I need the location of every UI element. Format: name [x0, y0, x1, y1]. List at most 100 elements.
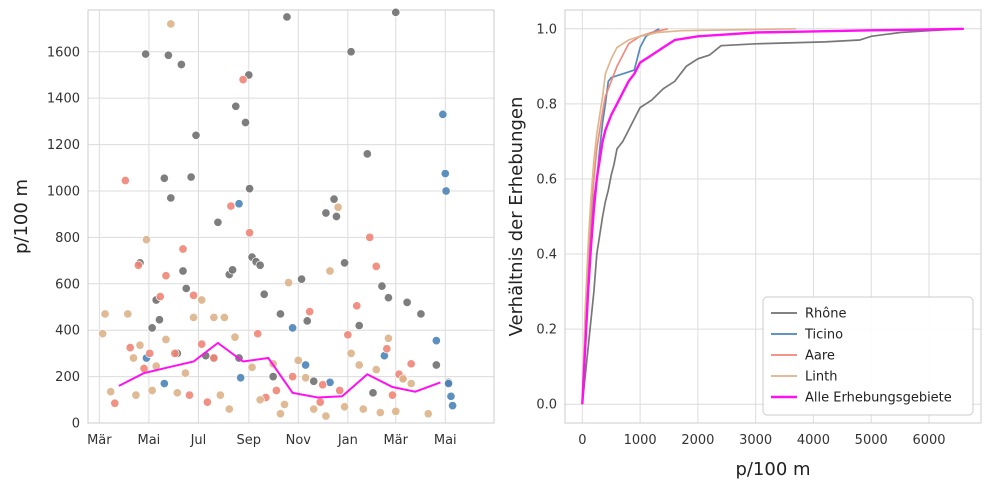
data-point-ticino [438, 109, 448, 119]
data-point-linth [333, 202, 343, 212]
y-tick-label: 0.4 [536, 248, 557, 263]
data-point-rhone [259, 289, 269, 299]
data-point-linth [128, 353, 139, 363]
data-point-linth [100, 309, 110, 319]
data-point-aare [335, 385, 345, 396]
x-tick-label: 4000 [797, 433, 830, 448]
data-point-rhone [178, 266, 188, 276]
data-point-aare [226, 201, 236, 211]
ecdf-line-aare [581, 27, 668, 405]
data-point-aare [371, 261, 381, 271]
data-point-rhone [297, 274, 307, 284]
data-point-aare [406, 359, 416, 369]
data-point-aare [387, 390, 398, 400]
data-point-aare [305, 307, 315, 317]
data-point-aare [315, 397, 325, 407]
data-point-rhone [302, 316, 312, 326]
x-tick-label: Jul [190, 433, 207, 448]
data-point-aare [238, 75, 248, 85]
data-point-linth [247, 362, 257, 372]
data-point-rhone [321, 208, 331, 218]
data-point-linth [301, 373, 311, 383]
ecdf-line-linth [581, 27, 797, 405]
y-tick-label: 1400 [47, 92, 80, 107]
x-tick-label: Jan [337, 433, 358, 448]
data-point-linth [224, 404, 234, 414]
data-point-rhone [383, 293, 393, 303]
data-point-rhone [166, 193, 176, 203]
plot-frame [564, 9, 982, 424]
data-point-aare [120, 175, 130, 186]
data-point-ticino [236, 373, 246, 383]
x-tick-label: Mai [434, 433, 457, 448]
y-tick-label: 200 [55, 370, 80, 385]
data-point-ticino [159, 379, 169, 389]
data-point-linth [180, 368, 190, 378]
legend: Rhône Ticino Aare Linth Alle Erhebungsgebiet… [762, 296, 974, 416]
data-point-aare [253, 329, 263, 339]
legend-label: Linth [805, 370, 837, 385]
plot-area [88, 10, 494, 423]
data-point-aare [110, 398, 120, 408]
data-point-linth [219, 312, 229, 322]
y-tick-label: 0.2 [536, 323, 557, 338]
y-tick-label: 1000 [47, 184, 80, 199]
data-point-rhone [268, 372, 278, 382]
data-point-aare [209, 353, 219, 363]
data-point-ticino [288, 323, 298, 333]
data-point-aare [133, 260, 143, 270]
data-point-rhone [329, 194, 339, 204]
y-tick-label: 0.8 [536, 97, 557, 112]
data-point-ticino [440, 169, 450, 179]
data-point-linth [398, 374, 408, 384]
data-point-ticino [234, 199, 244, 209]
data-point-rhone [331, 211, 342, 222]
data-point-aare [125, 343, 135, 353]
data-point-rhone [416, 309, 426, 319]
data-point-linth [383, 333, 393, 343]
data-point-rhone [377, 281, 387, 291]
data-point-rhone [354, 321, 364, 331]
data-point-aare [318, 380, 328, 390]
data-point-aare [197, 339, 207, 349]
y-tick-label: 800 [55, 231, 80, 246]
y-tick-label: 0 [72, 417, 80, 432]
data-point-linth [255, 395, 265, 405]
data-point-rhone [141, 49, 151, 59]
x-tick-label: Nov [286, 433, 312, 448]
data-point-aare [382, 344, 392, 354]
y-axis-label: p/100 m [11, 179, 32, 254]
x-tick-label: 6000 [912, 433, 945, 448]
data-point-linth [123, 309, 133, 319]
data-point-linth [135, 340, 145, 350]
y-axis-label: Verhältnis der Erhebungen [506, 97, 527, 337]
data-point-linth [197, 295, 207, 305]
data-point-linth [230, 332, 240, 342]
data-point-rhone [191, 130, 201, 140]
data-point-linth [406, 379, 416, 389]
data-point-linth [209, 312, 219, 322]
series-line-alle-erhebungsgebiete [118, 341, 441, 399]
data-point-aare [343, 330, 353, 340]
data-point-linth [189, 312, 199, 322]
y-tick-label: 1200 [47, 138, 80, 153]
data-point-rhone [154, 315, 165, 325]
data-point-linth [321, 411, 331, 421]
data-point-aare [155, 291, 165, 302]
data-point-aare [271, 385, 281, 396]
scatter-plot: Mär Mai Jul Sep Nov Jan Mär Mai 0 200 400 600 800 100… [11, 7, 495, 448]
data-point-linth [284, 278, 294, 288]
data-point-aare [161, 271, 171, 281]
data-point-ticino [431, 336, 441, 346]
data-point-rhone [346, 47, 356, 57]
data-point-ticino [443, 379, 454, 389]
y-tick-label: 600 [55, 277, 80, 292]
data-point-rhone [362, 149, 372, 159]
y-tick-label: 0.6 [536, 172, 557, 187]
data-point-aare [202, 397, 212, 407]
data-point-aare [288, 372, 298, 382]
x-axis-label: p/100 m [735, 459, 810, 480]
data-point-aare [184, 390, 195, 400]
x-tick-label: 0 [578, 433, 586, 448]
